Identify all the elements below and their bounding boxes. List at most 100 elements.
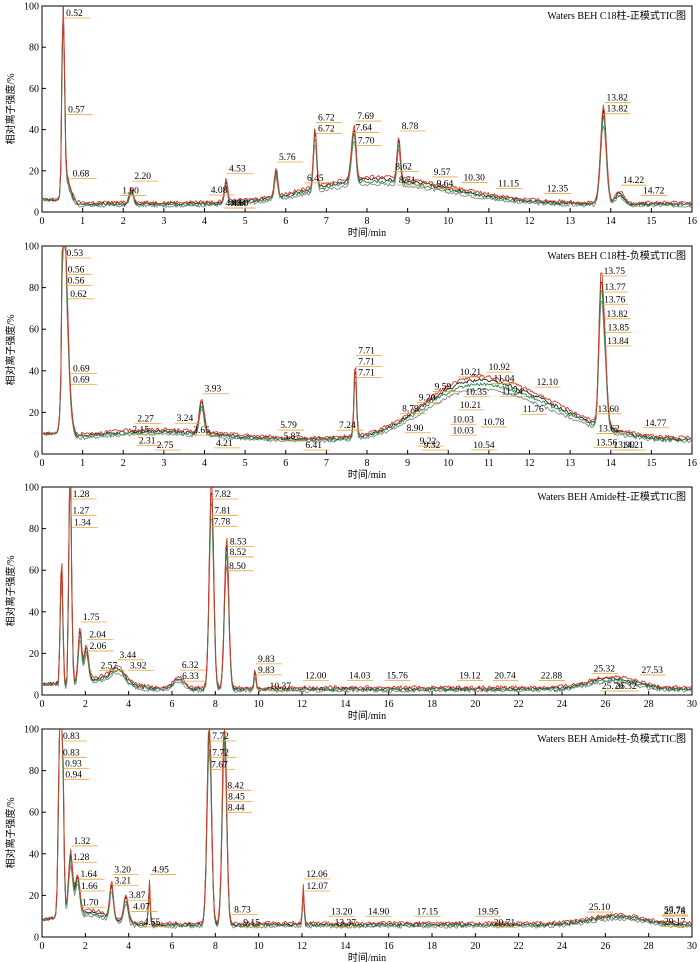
- peak-label: 0.53: [67, 249, 84, 259]
- x-tick-label: 8: [213, 941, 218, 952]
- x-axis-label: 时间/min: [348, 709, 386, 722]
- peak-label: 9.83: [258, 666, 275, 676]
- x-tick-label: 7: [324, 216, 329, 227]
- peak-label: 7.71: [358, 347, 375, 357]
- peak-label: 4.54: [229, 199, 246, 209]
- peak-label: 9.57: [434, 168, 451, 178]
- x-tick-label: 26: [600, 941, 610, 952]
- chart-title: Waters BEH C18柱-正模式TIC图: [547, 9, 686, 22]
- x-tick-label: 6: [170, 941, 175, 952]
- peak-label: 5.87: [283, 432, 300, 442]
- x-tick-label: 1: [80, 216, 85, 227]
- x-tick-label: 8: [365, 216, 370, 227]
- peak-label: 10.03: [452, 426, 474, 436]
- x-tick-label: 14: [340, 941, 350, 952]
- x-tick-label: 4: [202, 216, 207, 227]
- peak-label: 12.00: [305, 672, 327, 682]
- tic-trace-1: [41, 6, 693, 208]
- peak-label: 3.87: [129, 891, 146, 901]
- x-tick-label: 22: [514, 699, 524, 710]
- peak-label: 1.75: [83, 613, 100, 623]
- peak-label: 11.15: [498, 179, 519, 189]
- x-axis-label: 时间/min: [348, 226, 386, 239]
- peak-label: 9.32: [424, 441, 441, 451]
- peak-label: 7.71: [358, 358, 375, 368]
- y-tick-label: 100: [24, 242, 39, 253]
- peak-label: 8.42: [227, 781, 244, 791]
- peak-label: 3.21: [115, 876, 132, 886]
- y-tick-label: 0: [34, 691, 39, 702]
- peak-label: 7.67: [211, 760, 228, 770]
- x-tick-label: 7: [324, 458, 329, 469]
- x-tick-label: 0: [40, 458, 45, 469]
- peak-label: 14.90: [368, 907, 390, 917]
- x-tick-label: 0: [40, 216, 45, 227]
- peak-label: 8.79: [402, 404, 419, 414]
- x-tick-label: 16: [687, 216, 697, 227]
- y-tick-label: 40: [29, 607, 39, 618]
- x-tick-label: 22: [514, 941, 524, 952]
- peak-label: 13.85: [608, 323, 630, 333]
- peak-label: 12.07: [307, 882, 329, 892]
- peak-label: 20.74: [494, 672, 516, 682]
- x-tick-label: 24: [557, 941, 567, 952]
- peak-label: 10.03: [452, 415, 474, 425]
- x-tick-label: 0: [40, 699, 45, 710]
- peak-label: 2.27: [137, 414, 154, 424]
- peak-label: 13.82: [606, 105, 628, 115]
- y-tick-label: 80: [29, 283, 39, 294]
- tic-trace-1: [41, 246, 693, 444]
- x-tick-label: 2: [83, 941, 88, 952]
- peak-label: 20.71: [494, 918, 516, 928]
- peak-label: 25.32: [594, 665, 616, 675]
- x-tick-label: 16: [384, 941, 394, 952]
- peak-label: 0.83: [63, 748, 80, 758]
- x-tick-label: 5: [243, 458, 248, 469]
- peak-label: 0.69: [73, 376, 90, 386]
- chart-title: Waters BEH Amide柱-正模式TIC图: [537, 490, 686, 503]
- peak-label: 27.53: [641, 666, 663, 676]
- chart-title: Waters BEH C18柱-负模式TIC图: [547, 249, 686, 262]
- peak-label: 1.70: [82, 898, 99, 908]
- y-tick-label: 60: [29, 325, 39, 336]
- peak-label: 9.59: [435, 382, 452, 392]
- x-tick-label: 6: [283, 216, 288, 227]
- peak-label: 2.06: [90, 642, 107, 652]
- peak-label: 14.22: [623, 176, 645, 186]
- peak-label: 8.53: [230, 538, 247, 548]
- peak-label: 13.84: [607, 337, 629, 347]
- peak-label: 8.45: [228, 792, 245, 802]
- y-tick-label: 60: [29, 808, 39, 819]
- peak-label: 19.95: [477, 907, 499, 917]
- x-tick-label: 9: [405, 458, 410, 469]
- peak-label: 3.20: [114, 865, 131, 875]
- x-tick-label: 12: [297, 941, 307, 952]
- peak-label: 12.10: [537, 378, 559, 388]
- peak-label: 7.71: [358, 369, 375, 379]
- peak-label: 29.78: [664, 907, 686, 917]
- peak-label: 5.76: [279, 153, 296, 163]
- peak-label: 0.83: [63, 732, 80, 742]
- x-tick-label: 5: [243, 216, 248, 227]
- x-tick-label: 6: [170, 699, 175, 710]
- peak-label: 7.72: [212, 748, 229, 758]
- peak-label: 3.44: [120, 651, 137, 661]
- x-tick-label: 26: [600, 699, 610, 710]
- peak-label: 13.82: [606, 310, 628, 320]
- peak-label: 7.81: [214, 506, 231, 516]
- peak-label: 13.37: [335, 918, 357, 928]
- peak-label: 0.69: [73, 365, 90, 375]
- y-tick-label: 60: [29, 84, 39, 95]
- peak-label: 14.72: [643, 187, 665, 197]
- peak-label: 8.78: [402, 122, 419, 132]
- y-tick-label: 40: [29, 125, 39, 136]
- peak-label: 0.52: [66, 9, 83, 19]
- peak-label: 13.77: [604, 283, 626, 293]
- tic-trace-3: [41, 487, 693, 692]
- peak-label: 25.70: [602, 682, 624, 692]
- peak-label: 6.72: [318, 125, 335, 135]
- x-tick-label: 0: [40, 941, 45, 952]
